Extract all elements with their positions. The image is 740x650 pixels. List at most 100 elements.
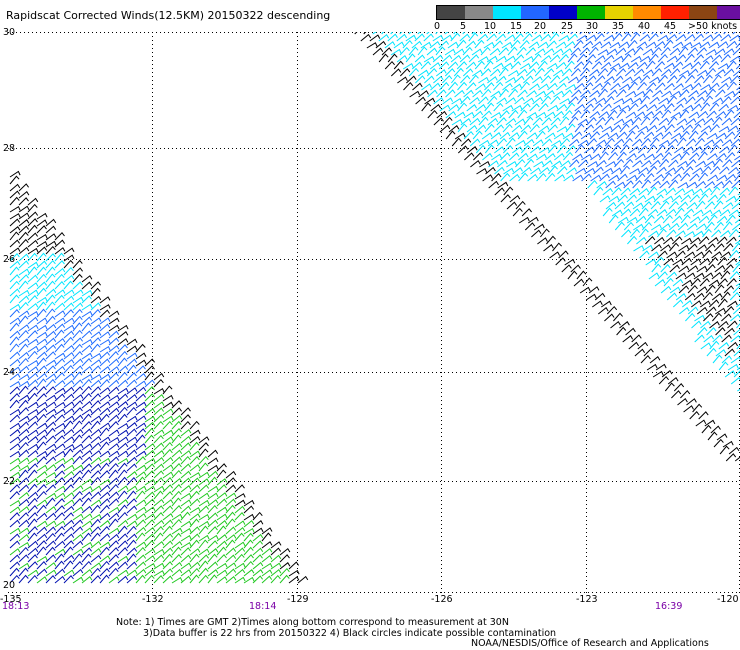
wind-barb bbox=[697, 90, 708, 98]
wind-barb bbox=[135, 574, 146, 584]
wind-barb bbox=[45, 337, 57, 346]
wind-barb bbox=[72, 267, 83, 276]
wind-barb bbox=[672, 278, 684, 287]
wind-barb bbox=[607, 89, 618, 98]
wind-barb bbox=[9, 239, 21, 248]
legend-label: 45 bbox=[664, 21, 677, 32]
wind-barb bbox=[414, 54, 426, 63]
wind-barb bbox=[675, 230, 686, 238]
wind-barb bbox=[732, 306, 740, 315]
wind-barb bbox=[635, 153, 646, 161]
wind-barb bbox=[685, 74, 695, 84]
wind-barb bbox=[171, 442, 183, 451]
wind-barb bbox=[661, 131, 673, 140]
wind-barb bbox=[721, 313, 732, 322]
wind-barb bbox=[117, 490, 128, 500]
wind-barb bbox=[736, 344, 740, 350]
wind-barb bbox=[252, 520, 264, 528]
wind-barb bbox=[279, 562, 291, 570]
wind-barb bbox=[9, 506, 21, 514]
wind-barb bbox=[162, 420, 173, 430]
wind-barb bbox=[572, 153, 583, 161]
wind-barb bbox=[681, 279, 693, 287]
wind-barb bbox=[696, 306, 708, 315]
wind-barb bbox=[144, 478, 156, 486]
wind-barb bbox=[9, 253, 20, 262]
wind-barb bbox=[234, 532, 245, 542]
wind-barb bbox=[207, 499, 219, 507]
wind-barb bbox=[657, 53, 668, 63]
wind-barb bbox=[460, 74, 471, 84]
wind-barb bbox=[577, 95, 588, 105]
wind-barb bbox=[466, 124, 478, 133]
wind-barb bbox=[482, 174, 494, 182]
wind-barb bbox=[9, 322, 20, 332]
wind-barb bbox=[81, 316, 93, 325]
wind-barb bbox=[665, 187, 676, 196]
wind-barb bbox=[72, 259, 83, 269]
wind-barb bbox=[620, 187, 631, 196]
wind-barb bbox=[502, 145, 514, 154]
wind-barb bbox=[579, 47, 590, 56]
wind-barb bbox=[435, 69, 447, 77]
wind-barb bbox=[225, 504, 236, 514]
wind-barb bbox=[660, 264, 671, 273]
wind-barb bbox=[225, 539, 236, 549]
wind-barb bbox=[619, 144, 630, 154]
wind-barb bbox=[180, 527, 192, 535]
wind-barb bbox=[730, 313, 740, 322]
wind-barb bbox=[18, 231, 29, 241]
wind-barb bbox=[81, 532, 92, 542]
wind-barb bbox=[18, 415, 30, 423]
wind-barb bbox=[90, 420, 101, 430]
wind-barb bbox=[676, 118, 688, 126]
wind-barb bbox=[198, 436, 210, 444]
wind-barb bbox=[225, 547, 237, 556]
wind-barb bbox=[234, 505, 246, 514]
wind-barb bbox=[9, 561, 21, 570]
wind-barb bbox=[117, 371, 128, 381]
wind-barb bbox=[450, 32, 461, 42]
wind-barb bbox=[637, 341, 649, 350]
wind-barb bbox=[198, 505, 210, 514]
wind-barb bbox=[117, 422, 129, 430]
wind-barb bbox=[510, 39, 521, 49]
wind-barb bbox=[554, 174, 566, 182]
wind-barb bbox=[478, 116, 489, 126]
wind-barb bbox=[99, 394, 111, 402]
wind-barb bbox=[640, 355, 651, 364]
wind-barb bbox=[99, 422, 111, 430]
wind-barb bbox=[18, 197, 29, 206]
wind-barb bbox=[9, 366, 21, 374]
wind-barb bbox=[27, 457, 39, 465]
wind-barb bbox=[534, 67, 545, 77]
time-label-middle: 18:14 bbox=[249, 601, 277, 612]
wind-barb bbox=[650, 201, 661, 210]
wind-barb bbox=[153, 470, 164, 479]
wind-barb bbox=[632, 202, 644, 210]
wind-barb bbox=[45, 520, 57, 528]
wind-barb bbox=[538, 83, 549, 91]
wind-barb bbox=[675, 250, 686, 259]
wind-barb bbox=[9, 567, 20, 577]
wind-barb bbox=[270, 568, 282, 577]
wind-barb bbox=[126, 379, 138, 388]
wind-barb bbox=[520, 124, 532, 133]
wind-barb bbox=[117, 387, 129, 395]
wind-barb bbox=[279, 574, 290, 584]
wind-barb bbox=[657, 34, 669, 42]
wind-barb bbox=[54, 548, 66, 556]
wind-barb bbox=[225, 498, 237, 507]
wind-barb bbox=[243, 499, 255, 507]
wind-barb bbox=[216, 484, 227, 493]
wind-barb bbox=[537, 237, 548, 245]
wind-barb bbox=[705, 264, 716, 273]
wind-barb bbox=[562, 109, 573, 119]
wind-barb bbox=[427, 89, 438, 98]
wind-barb bbox=[18, 491, 30, 500]
wind-barb bbox=[180, 505, 192, 514]
wind-barb bbox=[727, 125, 739, 133]
wind-barb bbox=[662, 172, 673, 182]
wind-barb bbox=[144, 365, 155, 374]
wind-barb bbox=[523, 75, 534, 84]
